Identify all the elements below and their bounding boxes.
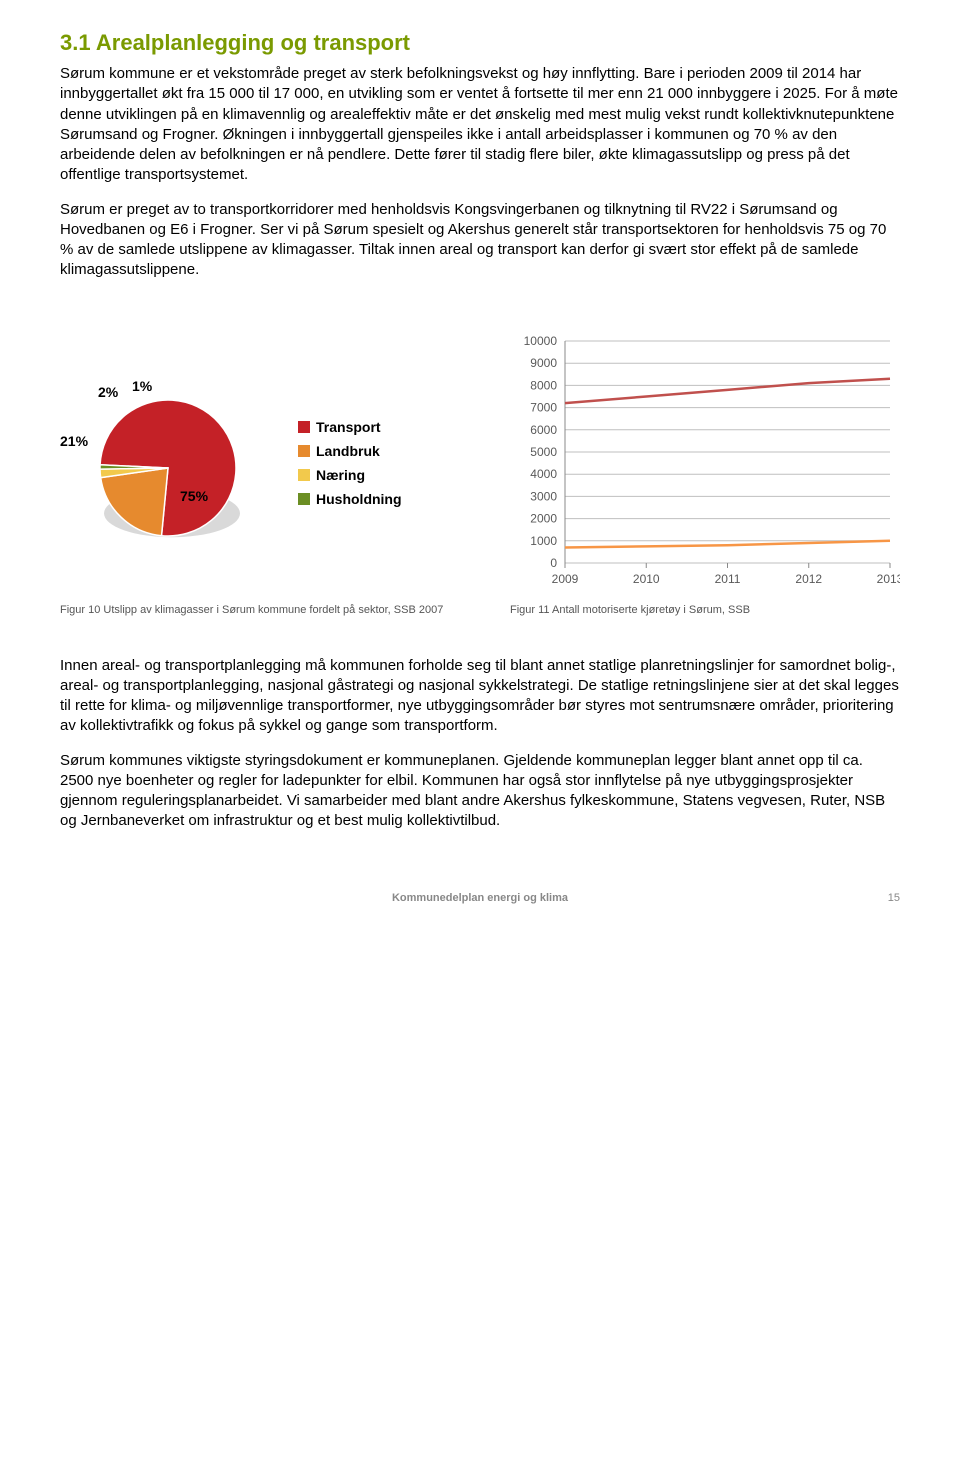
paragraph-3: Innen areal- og transportplanlegging må … xyxy=(60,656,900,737)
page-number: 15 xyxy=(870,892,900,904)
svg-text:8000: 8000 xyxy=(530,378,557,392)
legend-swatch xyxy=(298,445,310,457)
svg-text:1000: 1000 xyxy=(530,533,557,547)
pie-chart-block: 75% 21% 2% 1% Transport Landbruk Næring … xyxy=(60,378,480,548)
svg-text:4000: 4000 xyxy=(530,467,557,481)
pie-chart xyxy=(68,386,268,546)
legend-item-landbruk: Landbruk xyxy=(298,443,402,459)
pie-wrap: 75% 21% 2% 1% xyxy=(60,378,280,548)
caption-line: Figur 11 Antall motoriserte kjøretøy i S… xyxy=(510,604,900,616)
page-footer: Kommunedelplan energi og klima 15 xyxy=(60,892,900,904)
paragraph-2: Sørum er preget av to transportkorridore… xyxy=(60,200,900,281)
svg-text:10000: 10000 xyxy=(524,334,558,348)
line-chart-block: 0 1000 2000 3000 4000 5000 6000 7000 8000 9000 100… xyxy=(510,331,900,596)
svg-text:3000: 3000 xyxy=(530,489,557,503)
svg-text:9000: 9000 xyxy=(530,356,557,370)
svg-text:5000: 5000 xyxy=(530,445,557,459)
legend-item-transport: Transport xyxy=(298,419,402,435)
pie-label-naering: 2% xyxy=(98,384,118,400)
legend-swatch xyxy=(298,493,310,505)
charts-row: 75% 21% 2% 1% Transport Landbruk Næring … xyxy=(60,331,900,596)
svg-text:7000: 7000 xyxy=(530,400,557,414)
svg-text:2012: 2012 xyxy=(795,572,822,586)
legend-swatch xyxy=(298,421,310,433)
svg-text:2000: 2000 xyxy=(530,511,557,525)
legend-item-husholdning: Husholdning xyxy=(298,491,402,507)
footer-title: Kommunedelplan energi og klima xyxy=(90,892,870,904)
legend-label: Husholdning xyxy=(316,491,402,507)
pie-label-transport: 75% xyxy=(180,488,208,504)
svg-text:2011: 2011 xyxy=(715,572,741,586)
legend-swatch xyxy=(298,469,310,481)
svg-text:2013: 2013 xyxy=(877,572,900,586)
svg-text:2009: 2009 xyxy=(552,572,579,586)
legend-label: Landbruk xyxy=(316,443,380,459)
paragraph-4: Sørum kommunes viktigste styringsdokumen… xyxy=(60,751,900,832)
caption-pie: Figur 10 Utslipp av klimagasser i Sørum … xyxy=(60,604,480,616)
paragraph-1: Sørum kommune er et vekstområde preget a… xyxy=(60,64,900,186)
svg-text:6000: 6000 xyxy=(530,422,557,436)
line-chart: 0 1000 2000 3000 4000 5000 6000 7000 8000 9000 100… xyxy=(510,331,900,591)
svg-text:2010: 2010 xyxy=(633,572,660,586)
pie-label-landbruk: 21% xyxy=(60,433,88,449)
legend-label: Næring xyxy=(316,467,365,483)
legend-item-naering: Næring xyxy=(298,467,402,483)
svg-text:0: 0 xyxy=(550,556,557,570)
pie-legend: Transport Landbruk Næring Husholdning xyxy=(298,419,402,507)
section-heading: 3.1 Arealplanlegging og transport xyxy=(60,30,900,56)
captions-row: Figur 10 Utslipp av klimagasser i Sørum … xyxy=(60,604,900,616)
legend-label: Transport xyxy=(316,419,381,435)
pie-label-husholdning: 1% xyxy=(132,378,152,394)
